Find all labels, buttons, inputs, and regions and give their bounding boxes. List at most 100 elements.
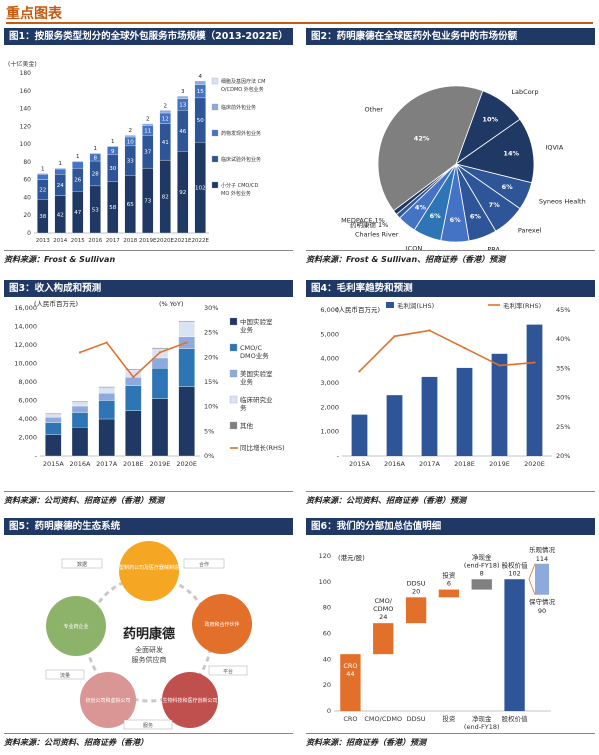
arrow-flag-1: 数据 xyxy=(77,561,87,568)
pie-pct-label: 4% xyxy=(415,203,427,211)
bar-top-label: 4 xyxy=(199,74,203,80)
pie-category-label: Other xyxy=(365,106,384,114)
y-tick-label: 20 xyxy=(23,212,31,219)
legend-label: 美国实验室 xyxy=(240,369,273,378)
bar-top-label: 2 xyxy=(164,103,168,109)
bar-segment xyxy=(178,321,195,337)
pie-pct-label: 6% xyxy=(470,213,482,221)
y2-tick-label: 20% xyxy=(204,353,218,361)
legend-label: CMO/C xyxy=(240,344,262,352)
bar-segment xyxy=(72,161,84,169)
y-tick-label: 6,000 xyxy=(320,306,339,314)
figure-5-panel: 图5：药明康德的生态系统 药明康德 全面研发 服务供应商 大型制药公司及医疗器械… xyxy=(4,518,293,750)
pie-category-label: LabCorp xyxy=(511,88,538,96)
node-top xyxy=(119,541,179,601)
waterfall-bar-label: 投资 xyxy=(442,571,456,580)
y-tick-label: 80 xyxy=(23,159,31,166)
gross-profit-bar xyxy=(421,376,438,456)
pie-pct-label: 42% xyxy=(414,134,430,142)
figure-2-chart: 10%14%6%7%6%6%6%4%42%LabCorpIQVIASyneos … xyxy=(341,85,586,251)
pie-pct-label: 7% xyxy=(489,201,501,209)
y2-tick-label: 10% xyxy=(204,403,218,411)
bar-top-label: 1 xyxy=(111,139,115,145)
legend-swatch xyxy=(211,77,219,85)
figure-4-source: 资料来源：公司资料、招商证券（香港）预测 xyxy=(306,496,466,505)
figure-1-source-divider xyxy=(4,250,293,251)
pie-slice xyxy=(455,118,535,184)
margin-point xyxy=(533,361,536,364)
node-left-label: 专业药企业 xyxy=(63,623,88,630)
x-tick-label: 2014 xyxy=(53,238,67,244)
legend-label: MO 外包业务 xyxy=(221,190,251,197)
bar-top-label: 1 xyxy=(41,166,45,172)
bar-segment xyxy=(45,413,62,415)
bar-value-label: 10 xyxy=(127,139,134,145)
figure-3-panel: 图3：收入构成和预测 (人民币百万元) (% YoY) - 2,000 4,000 6,0… xyxy=(4,280,293,508)
bar-segment xyxy=(45,422,62,435)
bar-segment xyxy=(98,392,115,401)
figure-2-header: 图2：药明康德在全球医药外包业务中的市场份额 xyxy=(306,28,595,45)
legend-label: 细胞及基因疗法 CM xyxy=(221,78,265,85)
legend-label: 临床前外包业务 xyxy=(221,104,256,111)
bar-value-label: 22 xyxy=(39,187,46,193)
bar-value-label: 50 xyxy=(197,118,204,124)
arrow-flag-2: 合作 xyxy=(199,561,209,568)
node-right-label: 政府和合作伙伴 xyxy=(204,621,239,628)
x-tick-label: 2021E xyxy=(174,238,192,244)
gross-profit-bar xyxy=(491,353,508,456)
legend-line-label: 毛利率(RHS) xyxy=(503,301,541,310)
bar-value-label: 38 xyxy=(39,214,46,220)
figure-5-source-divider xyxy=(4,733,293,734)
y2-tick-label: 30% xyxy=(556,394,570,402)
y2-tick-label: 20% xyxy=(556,452,570,460)
arrow-flag-3: 平台 xyxy=(223,668,233,675)
pie-pct-label: 14% xyxy=(503,150,519,158)
bar-top-label: 1 xyxy=(59,161,63,167)
pie-category-label: PRA xyxy=(487,245,500,251)
bar-segment xyxy=(71,402,89,407)
x-tick-label: 2017 xyxy=(106,238,120,244)
arrow-flag-5: 流量 xyxy=(60,672,70,679)
bar-value-label: 33 xyxy=(127,159,134,165)
legend-label: 中国实验室 xyxy=(240,317,273,326)
figure-1-header: 图1：按服务类型划分的全球外包服务市场规模（2013-2022E） xyxy=(4,28,293,45)
bar-segment xyxy=(151,398,169,457)
legend-swatch xyxy=(229,395,238,404)
figure-3-chart: (人民币百万元) (% YoY) - 2,000 4,000 6,000 8,000 10,0… xyxy=(14,300,284,468)
bar-segment xyxy=(125,377,142,386)
scenario-range-bar xyxy=(535,563,549,595)
y-axis-unit: (人民币百万元) xyxy=(336,306,380,314)
y-tick-label: 8,000 xyxy=(18,378,37,386)
figure-3-source-divider xyxy=(4,491,293,492)
y2-tick-label: 35% xyxy=(556,364,570,372)
y-tick-label: 4,000 xyxy=(18,415,37,423)
waterfall-bar-label: 20 xyxy=(412,587,420,595)
x-tick-label: 2019E xyxy=(150,460,171,468)
x-tick-label: 2022E xyxy=(192,238,210,244)
waterfall-bar-label: 44 xyxy=(346,670,354,678)
margin-point xyxy=(358,370,361,373)
legend-label: O/CDMO 外包业务 xyxy=(221,86,264,93)
y-tick-label: 120 xyxy=(20,123,32,130)
bar-segment xyxy=(151,367,169,399)
figure-5-source: 资料来源：公司资料、招商证券（香港） xyxy=(4,738,148,747)
figure-2-panel: 图2：药明康德在全球医药外包业务中的市场份额 10% 14% 6% 7% 6% 6% 6% 4… xyxy=(306,28,595,266)
figure-6-source-divider xyxy=(306,733,595,734)
y-tick-label: 100 xyxy=(319,578,331,586)
waterfall-bar-label: 24 xyxy=(379,613,387,621)
figure-4-header: 图4：毛利率趋势和预测 xyxy=(306,280,595,297)
x-tick-label: 2017A xyxy=(96,460,118,468)
bar-value-label: 11 xyxy=(144,128,151,134)
legend-label: 临床试验外包业务 xyxy=(221,156,261,163)
bar-segment xyxy=(71,401,89,403)
bar-top-label: 2 xyxy=(129,128,133,134)
y-tick-label: 100 xyxy=(20,141,32,148)
y2-tick-label: 25% xyxy=(556,423,570,431)
gross-profit-bar xyxy=(351,414,368,456)
bar-value-label: 102 xyxy=(195,186,206,192)
figure-3-header: 图3：收入构成和预测 xyxy=(4,280,293,297)
bar-value-label: 41 xyxy=(162,140,169,146)
x-tick-label: CRO xyxy=(343,715,357,723)
bar-segment xyxy=(98,400,115,420)
x-tick-label: 2018E xyxy=(123,460,144,468)
